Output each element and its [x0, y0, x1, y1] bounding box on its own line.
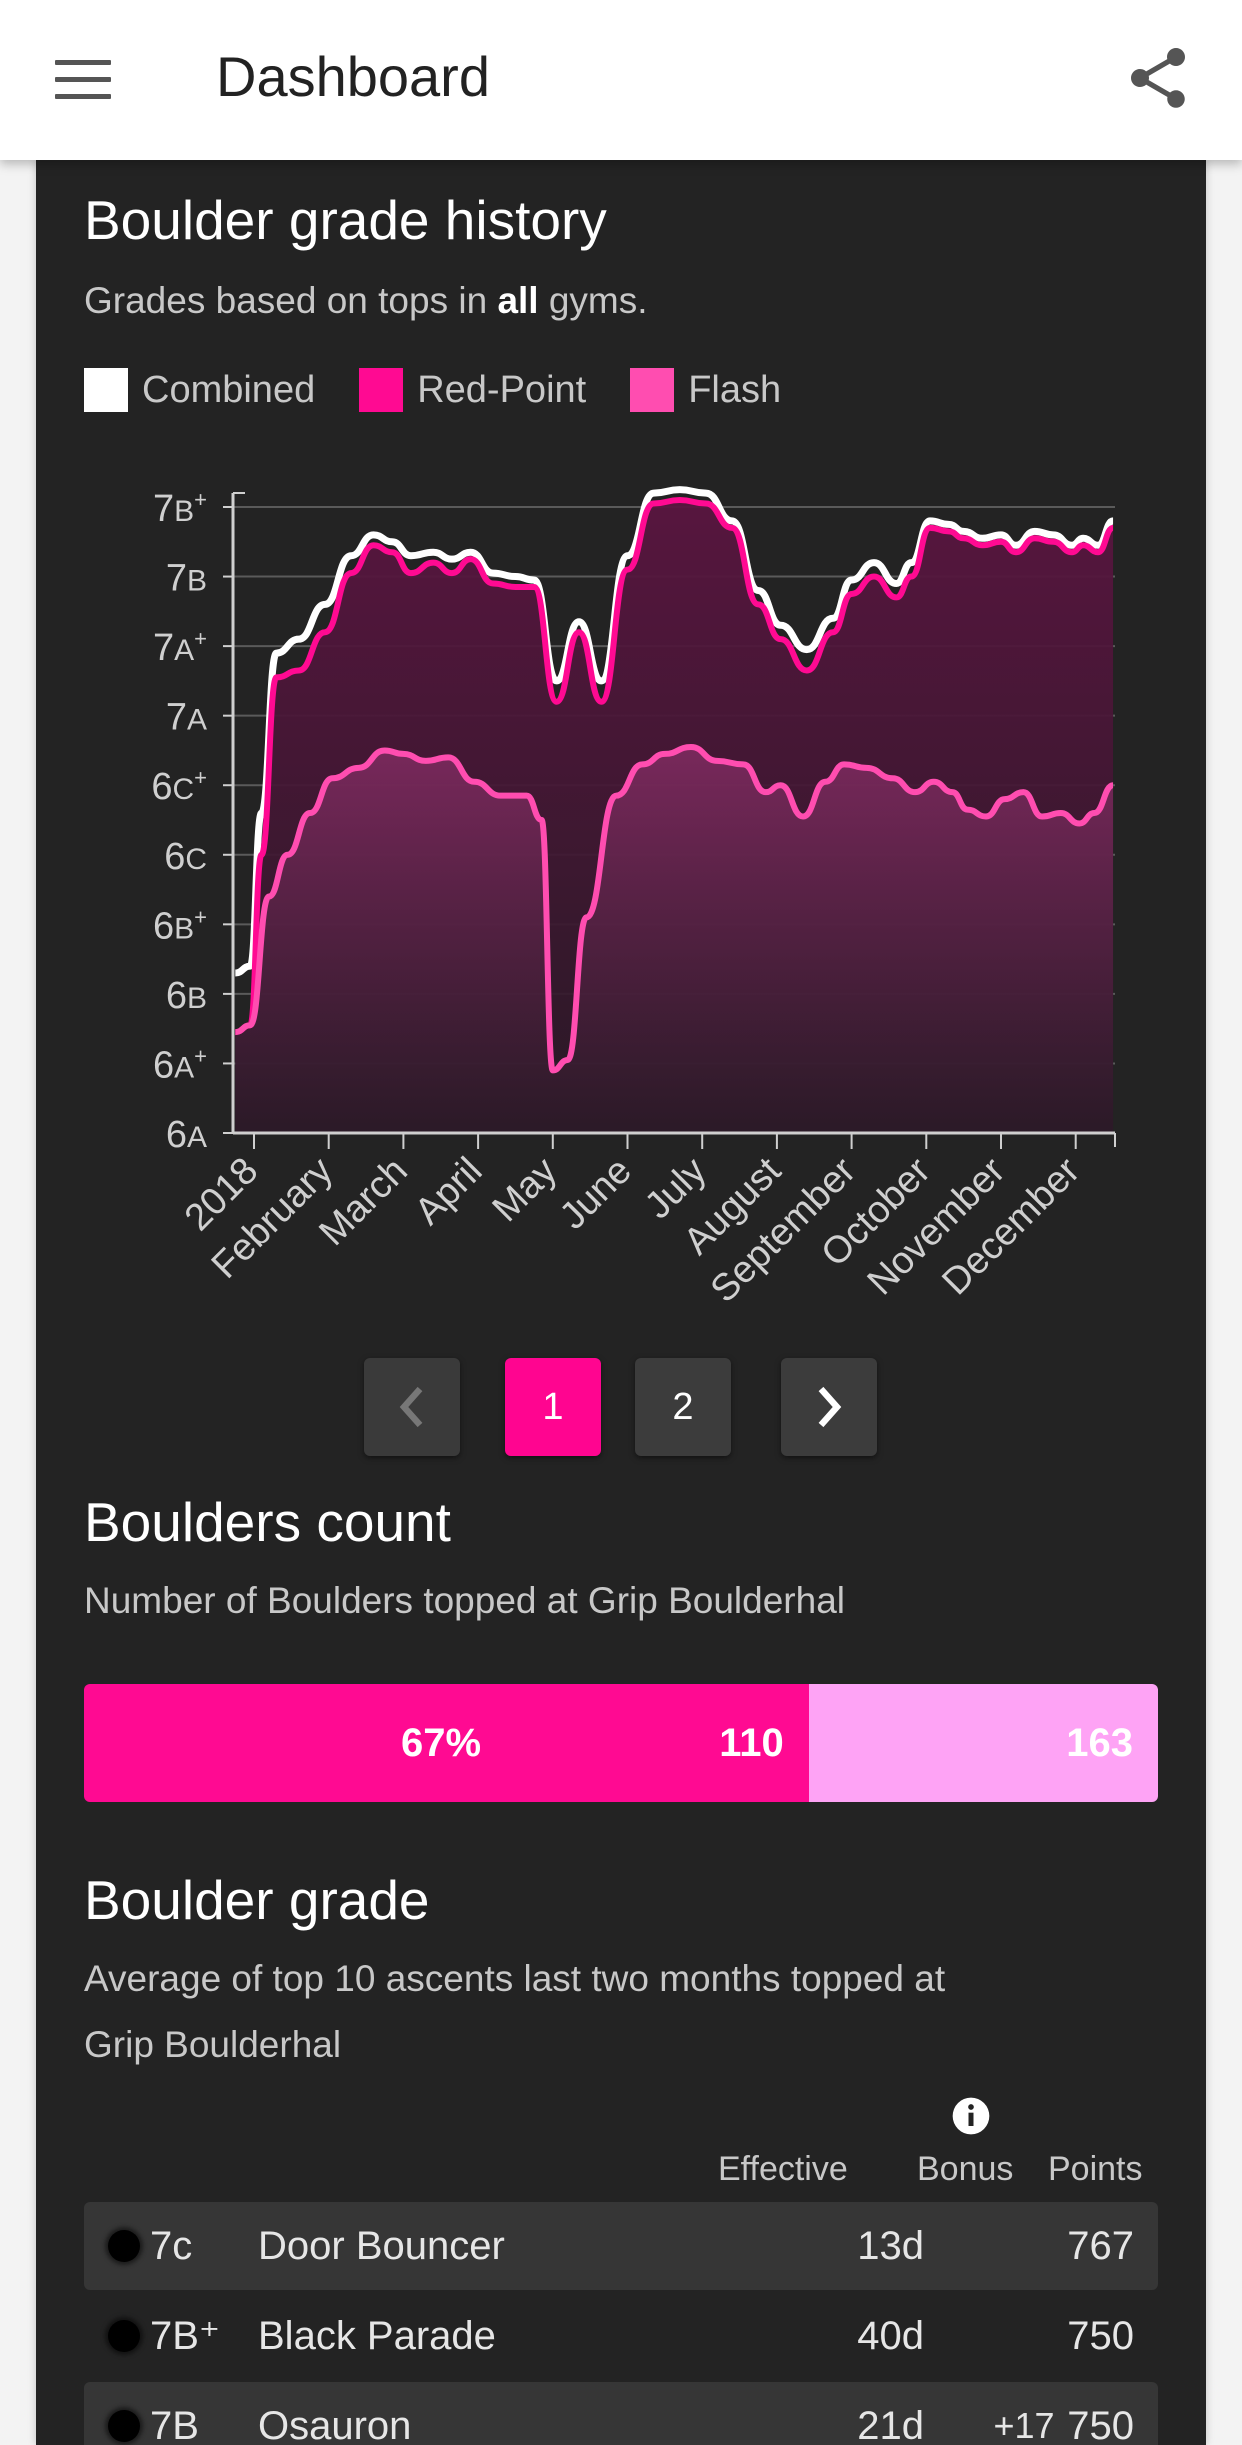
- row-name: Door Bouncer: [258, 2224, 505, 2268]
- combined-line: [234, 486, 1115, 977]
- x-tick-label: May: [485, 1150, 565, 1230]
- row-points: 750: [1067, 2404, 1134, 2445]
- legend-swatch-red-point: [359, 368, 404, 412]
- table-row[interactable]: 7B⁺ Black Parade 40d 750: [84, 2292, 1158, 2380]
- page-title: Dashboard: [216, 45, 490, 108]
- row-bonus: +17: [993, 2405, 1055, 2445]
- row-grade: 7B⁺: [150, 2314, 221, 2358]
- legend-label-flash: Flash: [688, 368, 782, 411]
- table-row[interactable]: 7c Door Bouncer 13d 767: [84, 2202, 1158, 2290]
- row-effective: 13d: [857, 2224, 924, 2268]
- topped-segment: 67% 110: [84, 1684, 809, 1802]
- page-2-button[interactable]: 2: [635, 1358, 731, 1456]
- history-title: Boulder grade history: [84, 189, 607, 251]
- prev-page-button[interactable]: [364, 1358, 460, 1456]
- y-tick-label: 6C: [164, 836, 207, 878]
- count-subtitle: Number of Boulders topped at Grip Boulde…: [84, 1580, 845, 1621]
- page-1-button[interactable]: 1: [505, 1358, 601, 1456]
- legend-label-red-point: Red-Point: [417, 368, 587, 411]
- row-grade: 7B: [150, 2404, 199, 2445]
- app-bar: Dashboard: [0, 0, 1242, 160]
- hold-color-dot: [108, 2320, 140, 2352]
- y-tick-label: 7A+: [153, 626, 207, 669]
- header-points: Points: [1048, 2150, 1143, 2188]
- topped-count: 110: [719, 1721, 784, 1765]
- legend-swatch-combined: [84, 368, 128, 412]
- x-tick-label: April: [407, 1150, 490, 1233]
- red-point-line: [234, 497, 1115, 1036]
- legend-item-red-point[interactable]: Red-Point: [359, 368, 586, 412]
- total-segment: 163: [808, 1684, 1158, 1802]
- count-title: Boulders count: [84, 1491, 451, 1553]
- chart-lines: [234, 486, 1115, 1074]
- row-name: Osauron: [258, 2404, 412, 2445]
- topped-percent: 67%: [401, 1721, 482, 1765]
- y-tick-label: 6B+: [153, 904, 207, 947]
- total-count: 163: [1066, 1721, 1133, 1765]
- y-tick-label: 6C+: [151, 765, 207, 808]
- share-icon[interactable]: [1122, 42, 1194, 114]
- y-tick-label: 7B+: [153, 487, 207, 530]
- header-bonus: Bonus: [917, 2150, 1014, 2188]
- menu-icon[interactable]: [55, 60, 111, 100]
- grade-subtitle: Average of top 10 ascents last two month…: [84, 1958, 946, 2065]
- grade-title: Boulder grade: [84, 1869, 430, 1931]
- chart-pager: 1 2: [36, 1358, 1206, 1458]
- row-effective: 21d: [857, 2404, 924, 2445]
- row-grade: 7c: [150, 2224, 193, 2268]
- legend-item-combined[interactable]: Combined: [84, 368, 315, 412]
- row-points: 767: [1067, 2224, 1134, 2268]
- grade-history-chart: 6A6A+6B6B+6C6C+7A7A+7B7B+2018FebruaryMar…: [151, 486, 1116, 1311]
- x-tick-label: March: [311, 1150, 415, 1254]
- y-tick-label: 6B: [166, 975, 207, 1017]
- y-tick-label: 6A+: [153, 1043, 207, 1086]
- legend-label-combined: Combined: [142, 368, 316, 411]
- chart-areas: [235, 500, 1114, 1133]
- legend-swatch-flash: [630, 368, 675, 412]
- hold-color-dot: [108, 2230, 140, 2262]
- x-tick-label: June: [552, 1150, 640, 1238]
- y-tick-label: 6A: [166, 1114, 207, 1156]
- row-name: Black Parade: [258, 2314, 496, 2358]
- table-row[interactable]: 7B Osauron 21d +17 750: [84, 2382, 1158, 2445]
- row-points: 750: [1067, 2314, 1134, 2358]
- row-effective: 40d: [857, 2314, 924, 2358]
- next-page-button[interactable]: [781, 1358, 877, 1456]
- header-effective: Effective: [718, 2150, 848, 2188]
- history-subtitle: Grades based on tops in all gyms.: [84, 280, 648, 321]
- y-tick-label: 7A: [166, 697, 207, 739]
- legend-item-flash[interactable]: Flash: [630, 368, 781, 412]
- flash-line: [234, 743, 1115, 1074]
- chevron-left-icon: [399, 1386, 423, 1428]
- boulders-count-bar: 67% 110 163: [84, 1684, 1158, 1802]
- dashboard-card: Boulder grade history Grades based on to…: [36, 160, 1206, 2445]
- chart-legend: Combined Red-Point Flash: [84, 362, 825, 418]
- hold-color-dot: [108, 2410, 140, 2442]
- info-icon[interactable]: [951, 2096, 991, 2136]
- flash-area: [235, 746, 1114, 1133]
- chevron-right-icon: [818, 1386, 842, 1428]
- y-tick-label: 7B: [166, 558, 207, 600]
